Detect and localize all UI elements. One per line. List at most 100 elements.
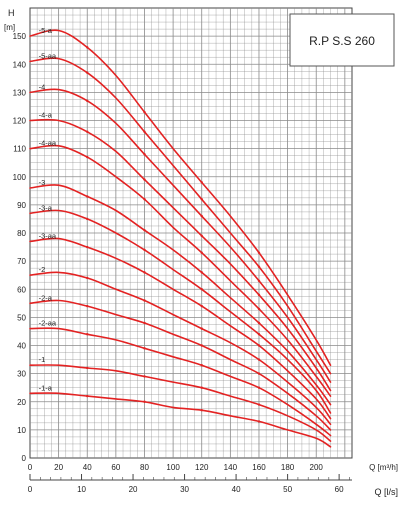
series-point <box>143 178 146 181</box>
x-tick-label: 40 <box>83 463 92 472</box>
series-line <box>29 237 332 420</box>
x-tick-label: 100 <box>166 463 180 472</box>
secondary-tick-label: 10 <box>77 485 86 494</box>
series-label: -4-aa <box>39 139 57 148</box>
series-point <box>257 386 261 389</box>
y-tick-label: 50 <box>17 313 26 322</box>
y-tick-label: 60 <box>17 285 26 294</box>
series-line <box>29 271 332 426</box>
series-point <box>200 214 203 218</box>
series-point <box>257 293 261 297</box>
series-point <box>86 217 89 221</box>
series-point <box>143 248 146 252</box>
series-line <box>29 144 332 397</box>
series-line <box>29 57 332 375</box>
y-tick-label: 100 <box>13 173 27 182</box>
series-label: -3 <box>39 178 46 187</box>
series-point <box>143 198 146 201</box>
series-line <box>29 299 332 431</box>
series-label: -2-a <box>39 293 53 302</box>
series-point <box>200 344 203 347</box>
x-tick-label: 140 <box>224 463 238 472</box>
series-point <box>200 363 203 367</box>
series-point <box>200 304 203 308</box>
series-point <box>257 321 261 325</box>
series-point <box>143 347 146 350</box>
series-point <box>86 394 89 398</box>
series-point <box>143 228 146 232</box>
x-tick-label: 120 <box>195 463 209 472</box>
series-line <box>29 392 332 448</box>
y-tick-label: 120 <box>13 117 27 126</box>
y-tick-label: 80 <box>17 229 26 238</box>
series-point <box>143 400 146 403</box>
series-point <box>143 299 146 302</box>
y-tick-label: 10 <box>17 426 26 435</box>
y-axis-unit: [m] <box>4 23 15 32</box>
series-line <box>29 88 332 383</box>
secondary-axis-label: Q [l/s] <box>374 487 398 497</box>
axes: 0102030405060708090100110120130140150H[m… <box>4 8 398 497</box>
x-tick-label: 160 <box>252 463 266 472</box>
series-line <box>29 209 332 414</box>
series-point <box>143 153 146 156</box>
title-box: R.P S.S 260 <box>289 13 395 67</box>
series-label: -2-aa <box>39 319 57 328</box>
series-point <box>200 327 203 330</box>
secondary-tick-label: 30 <box>180 485 189 494</box>
series-point <box>86 46 89 49</box>
series-line <box>29 327 332 437</box>
x-tick-label: 180 <box>281 463 295 472</box>
series-label: -4 <box>39 82 46 91</box>
y-axis-label: H <box>8 8 15 18</box>
series-point <box>200 288 203 291</box>
y-tick-label: 70 <box>17 257 26 266</box>
series-point <box>257 372 261 375</box>
series-point <box>86 333 89 336</box>
series-label: -3-a <box>39 203 53 212</box>
y-tick-label: 30 <box>17 370 26 379</box>
series-label: -3-aa <box>39 231 57 240</box>
series-point <box>257 403 261 406</box>
series-label: -2 <box>39 265 46 274</box>
y-tick-label: 150 <box>13 32 27 41</box>
series-point <box>257 344 261 347</box>
grid <box>29 7 353 459</box>
series-point <box>257 251 261 254</box>
series-label: -4-a <box>39 111 53 120</box>
series-point <box>257 265 261 268</box>
chart-title: R.P S.S 260 <box>309 34 375 48</box>
y-tick-label: 130 <box>13 88 27 97</box>
y-tick-label: 90 <box>17 201 26 210</box>
series-point <box>200 198 203 201</box>
curves: -5-a -5-aa -4 -4-a -4-aa -3 -3-a -3-aa -2 -2-a -2-… <box>29 26 332 448</box>
series-label: -5-a <box>39 26 53 35</box>
series-label: -1 <box>39 355 46 364</box>
series-point <box>86 276 89 280</box>
series-point <box>86 245 89 249</box>
series-line <box>29 184 332 406</box>
series-point <box>86 304 89 308</box>
y-tick-label: 110 <box>13 145 26 154</box>
series-point <box>257 358 261 361</box>
series-point <box>86 366 89 370</box>
x-tick-label: 20 <box>54 463 63 472</box>
series-line <box>29 364 332 442</box>
secondary-tick-label: 50 <box>283 485 292 494</box>
series-point <box>143 375 146 378</box>
x-tick-label: 200 <box>310 463 324 472</box>
series-point <box>200 386 203 389</box>
series-point <box>143 271 146 274</box>
series-point <box>200 234 203 238</box>
series-point <box>143 110 146 114</box>
series-point <box>200 271 203 274</box>
series-point <box>86 155 89 159</box>
secondary-tick-label: 20 <box>129 485 138 494</box>
x-tick-label: 0 <box>28 463 33 472</box>
secondary-tick-label: 0 <box>28 485 33 494</box>
series-point <box>257 307 261 311</box>
series-point <box>86 130 89 133</box>
series-line <box>29 29 332 366</box>
series-point <box>257 279 261 283</box>
x-axis-label: Q [m³/h] <box>369 463 398 472</box>
